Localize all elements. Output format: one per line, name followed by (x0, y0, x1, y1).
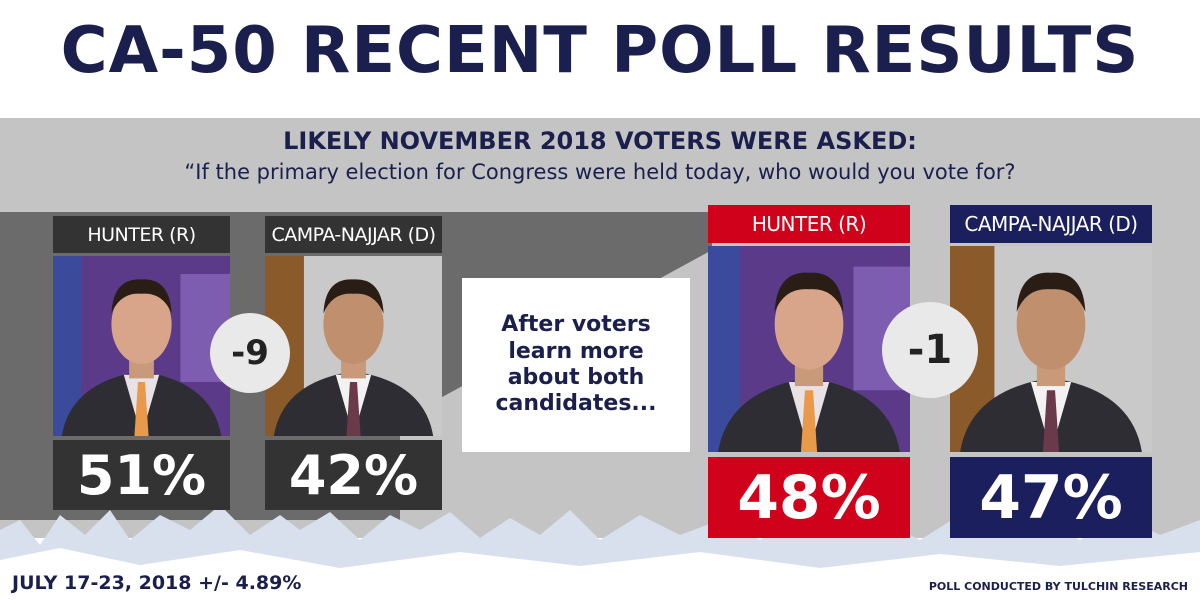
portrait (265, 256, 442, 436)
vote-share: 42% (265, 440, 442, 510)
hair (111, 279, 172, 314)
tie (134, 382, 149, 436)
candidate-label: CAMPA-NAJJAR (D) (950, 205, 1152, 243)
snow (0, 548, 1200, 600)
hair (1016, 272, 1086, 312)
poll-source: POLL CONDUCTED BY TULCHIN RESEARCH (928, 580, 1188, 593)
margin: -9 (210, 313, 290, 393)
transition-note: After voters learn more about both candi… (462, 278, 690, 452)
candidate-label: HUNTER (R) (53, 216, 230, 253)
tie (1042, 390, 1060, 452)
portrait (950, 246, 1152, 452)
margin: -1 (882, 302, 978, 398)
face (111, 284, 172, 364)
hair (774, 272, 844, 312)
vote-share: 51% (53, 440, 230, 510)
candidate-photo (708, 246, 910, 452)
title: CA-50 RECENT POLL RESULTS (60, 14, 1140, 88)
vote-share: 47% (950, 457, 1152, 538)
candidate-photo (950, 246, 1152, 452)
face (1016, 278, 1086, 370)
portrait (53, 256, 230, 436)
question-heading: LIKELY NOVEMBER 2018 VOTERS WERE ASKED: (283, 127, 917, 155)
portrait (708, 246, 910, 452)
candidate-label: HUNTER (R) (708, 205, 910, 243)
tie (800, 390, 818, 452)
hair (323, 279, 384, 314)
candidate-label: CAMPA-NAJJAR (D) (265, 216, 442, 253)
candidate-photo (265, 256, 442, 436)
poll-dates: JULY 17-23, 2018 +/- 4.89% (12, 572, 302, 594)
vote-share: 48% (708, 457, 910, 538)
tie (346, 382, 361, 436)
question-text: “If the primary election for Congress we… (184, 160, 1016, 184)
face (774, 278, 844, 370)
candidate-photo (53, 256, 230, 436)
face (323, 284, 384, 364)
